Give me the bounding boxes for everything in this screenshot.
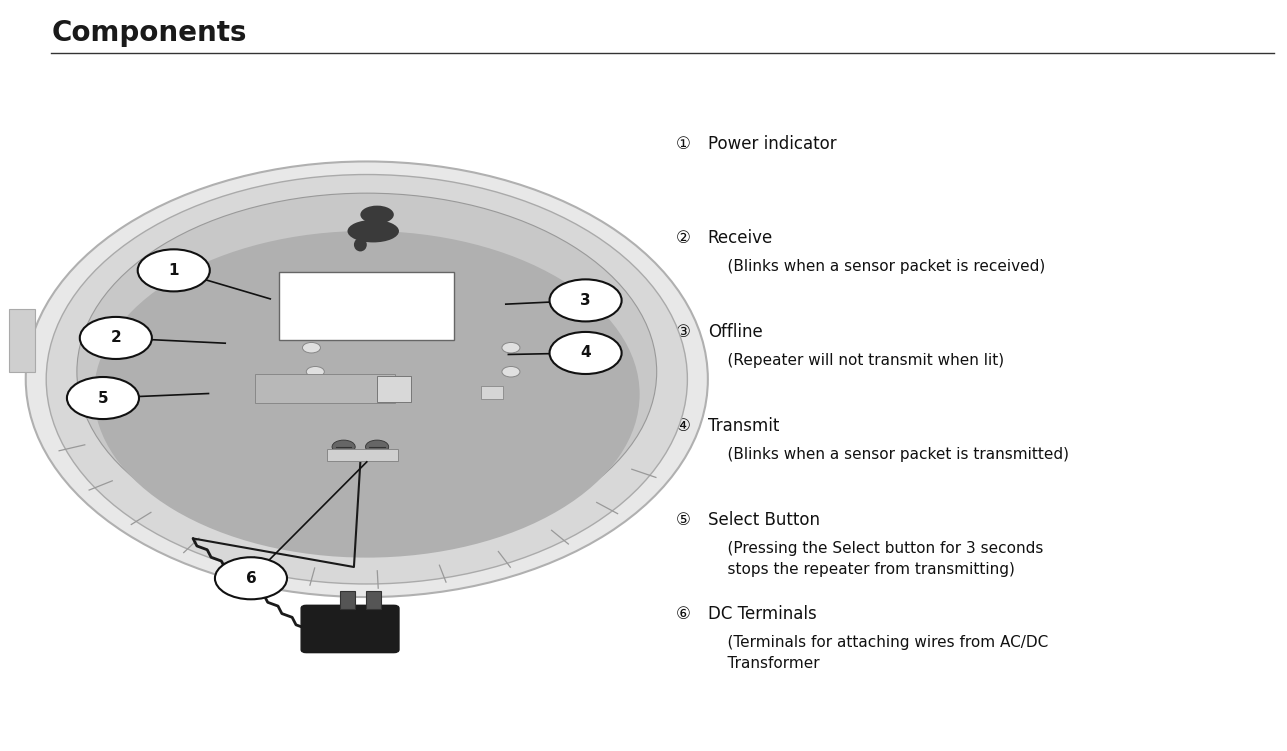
Ellipse shape [347, 220, 399, 243]
Circle shape [67, 377, 139, 419]
Circle shape [138, 249, 210, 291]
Text: DC Terminals: DC Terminals [708, 605, 816, 623]
Circle shape [80, 317, 152, 359]
Text: 6: 6 [246, 571, 256, 586]
Ellipse shape [360, 206, 394, 224]
Circle shape [550, 279, 622, 321]
Text: soil·sensor·system: soil·sensor·system [337, 297, 396, 302]
Text: Components: Components [51, 19, 247, 47]
Text: 4: 4 [580, 345, 591, 360]
FancyBboxPatch shape [279, 272, 454, 340]
Ellipse shape [46, 174, 687, 584]
Ellipse shape [94, 231, 640, 557]
Circle shape [306, 366, 324, 377]
Text: ⑤: ⑤ [676, 511, 691, 529]
Text: Pro: Pro [346, 280, 363, 290]
FancyBboxPatch shape [327, 449, 398, 461]
Text: UgMO: UgMO [354, 213, 380, 222]
Text: ③: ③ [676, 323, 691, 341]
Text: ④: ④ [676, 417, 691, 435]
FancyBboxPatch shape [255, 374, 395, 403]
FancyBboxPatch shape [301, 605, 399, 653]
Text: Offline: Offline [708, 323, 763, 341]
Text: 3: 3 [580, 293, 591, 308]
FancyBboxPatch shape [377, 376, 411, 402]
Ellipse shape [77, 193, 656, 550]
Text: ⑥: ⑥ [676, 605, 691, 623]
Text: Home®: Home® [363, 280, 407, 290]
Text: ②: ② [676, 229, 691, 247]
Text: TRANSMIT: TRANSMIT [521, 369, 559, 374]
Text: (Repeater will not transmit when lit): (Repeater will not transmit when lit) [708, 353, 1004, 368]
Ellipse shape [26, 161, 708, 597]
Text: DC: DC [355, 430, 366, 436]
Circle shape [550, 332, 622, 374]
Text: POWER: POWER [277, 345, 302, 350]
Text: 2: 2 [111, 330, 121, 345]
FancyBboxPatch shape [340, 591, 355, 609]
Circle shape [215, 557, 287, 599]
Text: OFFLINE: OFFLINE [521, 345, 551, 350]
Text: 1: 1 [169, 263, 179, 278]
Text: 5: 5 [98, 391, 108, 406]
Text: (Pressing the Select button for 3 seconds
    stops the repeater from transmitti: (Pressing the Select button for 3 second… [708, 541, 1044, 577]
Text: (Blinks when a sensor packet is transmitted): (Blinks when a sensor packet is transmit… [708, 447, 1068, 462]
Circle shape [302, 342, 320, 353]
Text: Receive: Receive [708, 229, 773, 247]
Text: Wireless Repeater: Wireless Repeater [317, 309, 417, 318]
Text: SELECT: SELECT [302, 386, 328, 391]
FancyBboxPatch shape [481, 386, 503, 399]
Circle shape [502, 366, 520, 377]
Text: (Terminals for attaching wires from AC/DC
    Transformer: (Terminals for attaching wires from AC/D… [708, 635, 1048, 671]
FancyBboxPatch shape [9, 309, 35, 372]
Text: Transmit: Transmit [708, 417, 779, 435]
Ellipse shape [354, 238, 367, 252]
Circle shape [502, 342, 520, 353]
Text: Select Button: Select Button [708, 511, 820, 529]
Text: ①: ① [676, 135, 691, 153]
Text: RECEIVE: RECEIVE [273, 369, 302, 374]
Text: Power indicator: Power indicator [708, 135, 837, 153]
Circle shape [332, 440, 355, 454]
FancyBboxPatch shape [366, 591, 381, 609]
Text: (Blinks when a sensor packet is received): (Blinks when a sensor packet is received… [708, 259, 1045, 274]
Circle shape [366, 440, 389, 454]
